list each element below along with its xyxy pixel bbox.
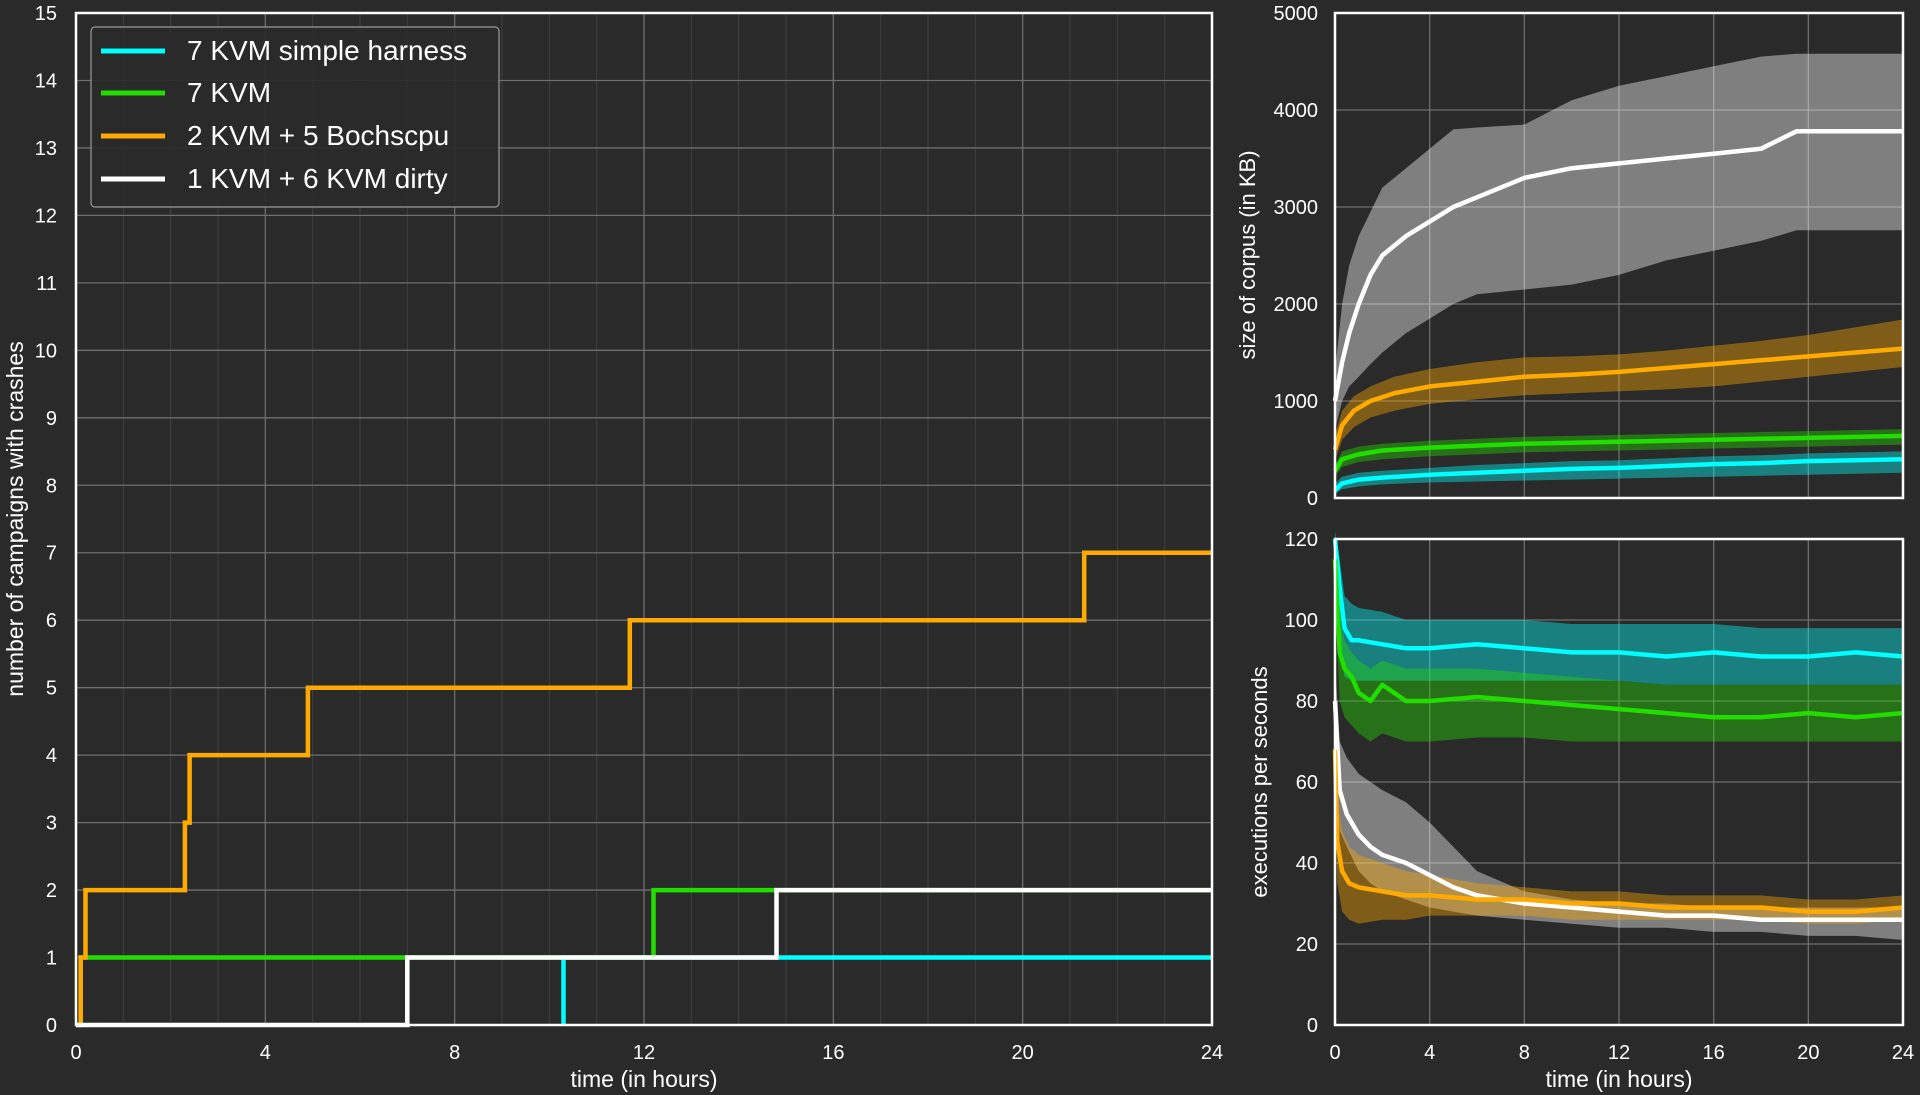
legend-entry: 7 KVM — [101, 77, 271, 108]
legend: 7 KVM simple harness 7 KVM 2 KVM + 5 Boc… — [90, 26, 500, 208]
corpus-chart: 0 1000 2000 3000 4000 5000 size of corpus (in… — [1235, 3, 1905, 510]
legend-entry: 2 KVM + 5 Bochscpu — [101, 120, 449, 151]
y-tick-label: 100 — [1285, 610, 1318, 632]
x-tick-label: 0 — [1329, 1042, 1340, 1064]
y-tick-label: 40 — [1296, 853, 1318, 875]
x-tick-label: 20 — [1797, 1042, 1819, 1064]
series-line — [1332, 559, 1904, 720]
series-line — [1332, 346, 1904, 451]
exec-chart: 0 20 40 60 80 100 120 0 4 8 12 16 20 24 time (in hour… — [1247, 529, 1914, 1092]
exec-chart-ticks: 0 20 40 60 80 100 120 0 4 8 12 16 20 24 — [1285, 529, 1915, 1064]
x-tick-label: 8 — [449, 1042, 460, 1064]
y-tick-label: 15 — [35, 3, 57, 25]
y-tick-label: 12 — [35, 205, 57, 227]
y-tick-label: 0 — [1307, 1015, 1318, 1037]
x-tick-label: 16 — [822, 1042, 844, 1064]
y-tick-label: 0 — [46, 1015, 57, 1037]
exec-chart-series — [1332, 530, 1904, 940]
x-tick-label: 20 — [1012, 1042, 1034, 1064]
legend-label: 7 KVM — [187, 77, 271, 108]
corpus-chart-frame — [1333, 11, 1905, 500]
y-tick-label: 14 — [35, 70, 57, 92]
x-tick-label: 8 — [1519, 1042, 1530, 1064]
y-tick-label: 7 — [46, 543, 57, 565]
exec-chart-xlabel: time (in hours) — [1546, 1066, 1693, 1092]
corpus-chart-ylabel: size of corpus (in KB) — [1235, 150, 1260, 359]
confidence-band — [1335, 319, 1903, 462]
legend-label: 1 KVM + 6 KVM dirty — [187, 163, 448, 194]
y-tick-label: 80 — [1296, 691, 1318, 713]
crash-chart-xlabel: time (in hours) — [571, 1066, 718, 1092]
legend-box — [90, 26, 500, 208]
legend-label: 2 KVM + 5 Bochscpu — [187, 120, 449, 151]
y-tick-label: 1000 — [1274, 391, 1319, 413]
y-tick-label: 10 — [35, 340, 57, 362]
exec-chart-ylabel: executions per seconds — [1247, 666, 1272, 897]
crash-chart-frame — [74, 11, 1214, 1027]
y-tick-label: 60 — [1296, 772, 1318, 794]
y-tick-label: 120 — [1285, 529, 1318, 551]
y-tick-label: 1 — [46, 948, 57, 970]
x-tick-label: 12 — [633, 1042, 655, 1064]
confidence-band — [1335, 539, 1903, 742]
y-tick-label: 5000 — [1274, 3, 1319, 25]
legend-entry: 1 KVM + 6 KVM dirty — [101, 163, 448, 194]
x-tick-label: 0 — [70, 1042, 81, 1064]
legend-entry: 7 KVM simple harness — [101, 35, 467, 66]
y-tick-label: 2000 — [1274, 294, 1319, 316]
y-tick-label: 6 — [46, 610, 57, 632]
x-tick-label: 24 — [1892, 1042, 1914, 1064]
y-tick-label: 5 — [46, 678, 57, 700]
y-tick-label: 13 — [35, 138, 57, 160]
series-line — [1332, 749, 1904, 914]
y-tick-label: 11 — [36, 273, 57, 295]
confidence-band — [1335, 701, 1903, 924]
y-tick-label: 8 — [46, 475, 57, 497]
y-tick-label: 2 — [46, 880, 57, 902]
x-tick-label: 12 — [1608, 1042, 1630, 1064]
corpus-chart-ticks: 0 1000 2000 3000 4000 5000 — [1274, 3, 1319, 510]
exec-chart-frame — [1333, 537, 1905, 1027]
series-line — [1332, 129, 1903, 402]
series-line — [1332, 700, 1903, 922]
y-tick-label: 0 — [1307, 488, 1318, 510]
series-line — [1333, 456, 1904, 492]
x-tick-label: 16 — [1703, 1042, 1725, 1064]
y-tick-label: 3000 — [1274, 197, 1319, 219]
series-line — [1332, 538, 1904, 659]
crash-chart-ylabel: number of campaigns with crashes — [2, 341, 28, 696]
crash-chart-series — [76, 550, 1212, 1028]
legend-label: 7 KVM simple harness — [187, 35, 467, 66]
y-tick-label: 3 — [46, 813, 57, 835]
x-tick-label: 4 — [1424, 1042, 1435, 1064]
y-tick-label: 4000 — [1274, 100, 1319, 122]
series-line — [1333, 433, 1904, 472]
corpus-chart-series — [1332, 53, 1904, 495]
y-tick-label: 9 — [46, 408, 57, 430]
y-tick-label: 4 — [46, 745, 57, 767]
series-line — [76, 550, 1212, 1028]
x-tick-label: 4 — [260, 1042, 271, 1064]
x-tick-label: 24 — [1201, 1042, 1223, 1064]
y-tick-label: 20 — [1296, 934, 1318, 956]
